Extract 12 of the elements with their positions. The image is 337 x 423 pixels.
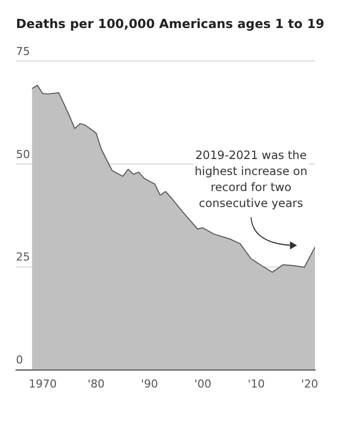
- x-tick-label: '10: [248, 377, 265, 390]
- y-tick-label: 25: [16, 250, 30, 264]
- x-tick-label: '20: [301, 377, 318, 390]
- annotation: 2019-2021 was the highest increase on record for two consecutive years: [194, 148, 308, 210]
- y-tick-label: 0: [16, 354, 23, 367]
- y-tick-label: 75: [16, 44, 30, 58]
- x-tick-label: '00: [194, 377, 212, 390]
- x-tick-label: '80: [88, 377, 105, 390]
- chart-title: Deaths per 100,000 Americans ages 1 to 19: [16, 16, 326, 31]
- x-tick-label: 1970: [28, 377, 57, 390]
- y-tick-label: 50: [16, 148, 30, 161]
- x-tick-label: '90: [140, 377, 158, 390]
